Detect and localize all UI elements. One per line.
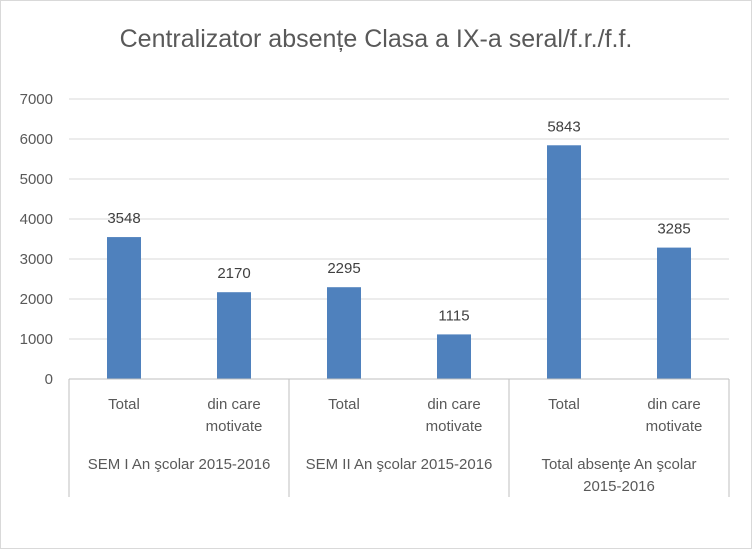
- category-label: din care motivate: [646, 396, 703, 435]
- bars: [107, 145, 691, 379]
- y-tick-label: 0: [45, 371, 53, 388]
- data-label: 5843: [547, 118, 580, 135]
- data-label: 1115: [438, 307, 469, 324]
- y-tick-label: 6000: [20, 131, 53, 148]
- y-tick-label: 2000: [20, 291, 53, 308]
- data-label: 3548: [107, 210, 140, 227]
- gridlines: [69, 98, 729, 340]
- group-label: SEM II An şcolar 2015-2016: [306, 456, 493, 473]
- bar: [437, 334, 471, 379]
- chart-title: Centralizator absențe Clasa a IX-a seral…: [120, 25, 633, 53]
- data-label: 2170: [217, 265, 250, 282]
- category-label: din care motivate: [426, 396, 483, 435]
- bar: [217, 292, 251, 379]
- category-label: din care motivate: [206, 396, 263, 435]
- bar: [327, 287, 361, 379]
- data-label: 2295: [327, 260, 360, 277]
- category-label: Total: [328, 396, 360, 413]
- category-label: Total: [548, 396, 580, 413]
- bar: [657, 247, 691, 379]
- y-tick-label: 1000: [20, 331, 53, 348]
- bar: [107, 237, 141, 379]
- y-tick-label: 7000: [20, 91, 53, 108]
- group-label: SEM I An şcolar 2015-2016: [88, 456, 271, 473]
- y-axis-ticks: 0 1000 2000 3000 4000 5000 6000 7000: [20, 91, 53, 388]
- group-label: Total absenţe An şcolar 2015-2016: [541, 456, 696, 495]
- y-tick-label: 4000: [20, 211, 53, 228]
- data-labels: 3548 2170 2295 1115 5843 3285: [107, 118, 690, 324]
- bar: [547, 145, 581, 379]
- y-tick-label: 5000: [20, 171, 53, 188]
- category-label: Total: [108, 396, 140, 413]
- y-tick-label: 3000: [20, 251, 53, 268]
- data-label: 3285: [657, 221, 690, 238]
- x-axis: Total din care motivate Total din care motiva…: [68, 378, 730, 497]
